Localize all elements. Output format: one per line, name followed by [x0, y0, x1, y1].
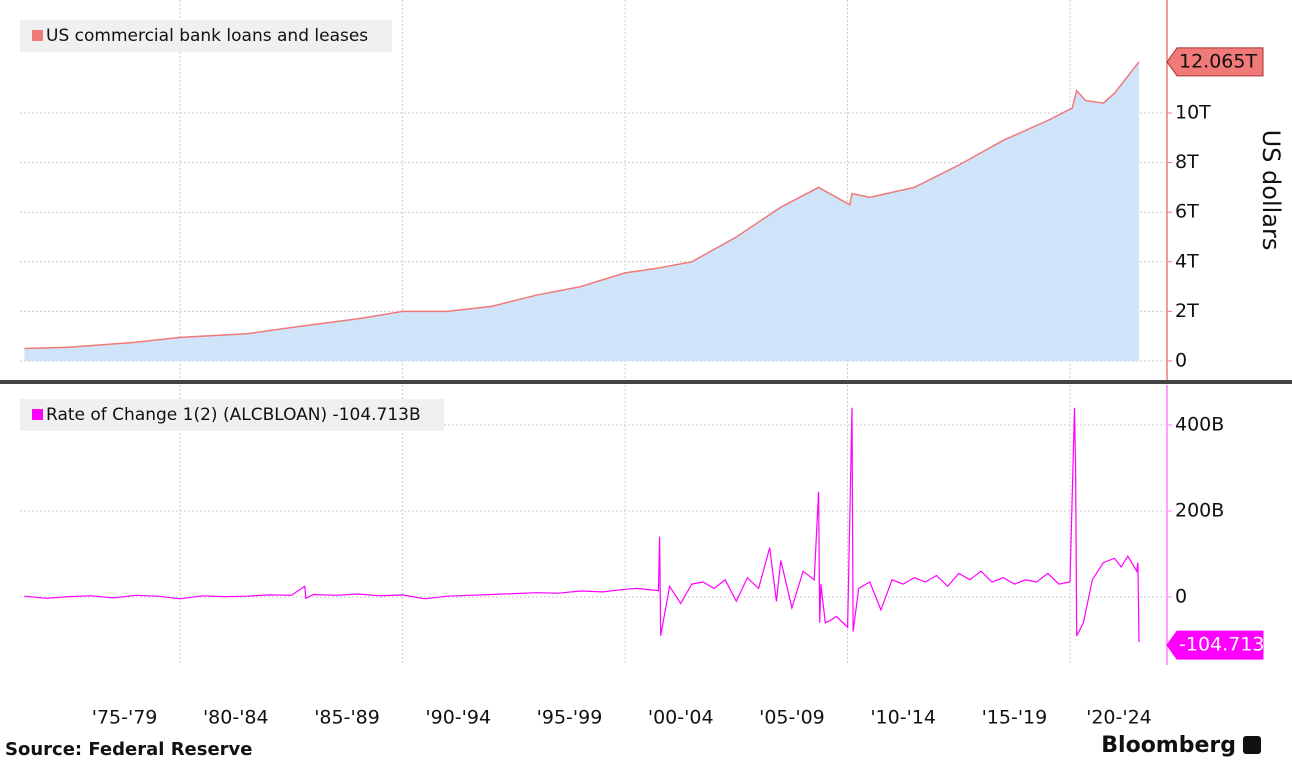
y-tick-label: 0	[1175, 349, 1187, 371]
y-tick-label: 6T	[1175, 201, 1199, 223]
x-tick-label: '10-'14	[870, 707, 936, 729]
x-tick-label: '05-'09	[759, 707, 825, 729]
y-tick-label: 8T	[1175, 151, 1199, 173]
end-label: 12.065T	[1179, 50, 1257, 72]
y-tick-label: 200B	[1175, 500, 1224, 522]
panel-divider	[0, 380, 1292, 384]
y-tick-label: 10T	[1175, 102, 1211, 124]
x-tick-label: '20-'24	[1086, 707, 1152, 729]
end-label-box	[1166, 630, 1264, 660]
x-tick-label: '95-'99	[537, 707, 603, 729]
x-tick-label: '80-'84	[203, 707, 269, 729]
y-tick-label: 400B	[1175, 414, 1224, 436]
line	[24, 407, 1140, 643]
y-axis-label: US dollars	[1257, 130, 1285, 251]
legend-swatch	[32, 30, 43, 41]
area	[24, 61, 1139, 361]
legend-swatch	[32, 409, 43, 420]
brand: Bloomberg	[1101, 733, 1236, 758]
legend-box	[20, 399, 444, 431]
end-label: -104.713B	[1179, 634, 1277, 656]
source: Source: Federal Reserve	[5, 739, 253, 760]
x-tick-label: '00-'04	[648, 707, 714, 729]
brand-logo	[1243, 736, 1261, 754]
x-tick-label: '90-'94	[425, 707, 491, 729]
end-label-box	[1166, 47, 1264, 77]
y-tick-label: 0	[1175, 586, 1187, 608]
x-tick-label: '85-'89	[314, 707, 380, 729]
line	[24, 61, 1140, 350]
legend-box	[20, 20, 392, 52]
x-tick-label: '15-'19	[982, 707, 1048, 729]
y-tick-label: 4T	[1175, 250, 1199, 272]
legend-label: US commercial bank loans and leases	[46, 26, 368, 46]
y-tick-label: 2T	[1175, 300, 1199, 322]
legend-label: Rate of Change 1(2) (ALCBLOAN) -104.713B	[46, 405, 421, 425]
x-tick-label: '75-'79	[92, 707, 158, 729]
